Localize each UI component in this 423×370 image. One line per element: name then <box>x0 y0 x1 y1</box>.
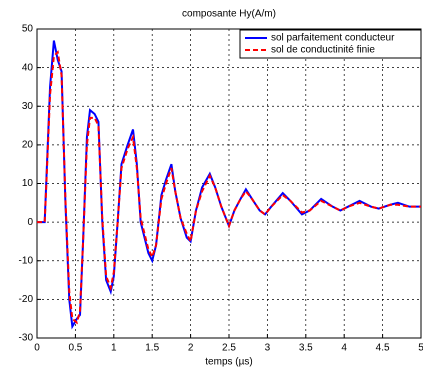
x-tick-label: 2.5 <box>222 343 236 354</box>
chart-title: composante Hy(A/m) <box>182 9 276 20</box>
y-tick-label: -30 <box>19 333 34 344</box>
x-tick-label: 4.5 <box>376 343 390 354</box>
x-axis-label: temps (µs) <box>205 357 252 368</box>
y-tick-label: -20 <box>19 294 34 305</box>
x-tick-label: 0 <box>34 343 40 354</box>
x-tick-label: 1 <box>111 343 117 354</box>
x-tick-label: 4 <box>341 343 347 354</box>
x-tick-label: 0.5 <box>68 343 82 354</box>
y-tick-label: 10 <box>22 178 34 189</box>
y-tick-label: 50 <box>22 24 34 35</box>
x-tick-label: 2 <box>188 343 194 354</box>
y-tick-label: 40 <box>22 62 34 73</box>
data-line <box>37 50 421 325</box>
legend-label: sol de conductinité finie <box>271 45 375 56</box>
x-tick-label: 3 <box>265 343 271 354</box>
x-tick-label: 1.5 <box>145 343 159 354</box>
y-tick-label: -10 <box>19 255 34 266</box>
y-tick-label: 20 <box>22 140 34 151</box>
y-tick-label: 0 <box>27 217 33 228</box>
x-tick-label: 3.5 <box>299 343 313 354</box>
x-tick-label: 5 <box>418 343 423 354</box>
legend-box <box>239 29 422 59</box>
y-tick-label: 30 <box>22 101 34 112</box>
legend-label: sol parfaitement conducteur <box>271 33 395 44</box>
axes-frame <box>36 28 422 339</box>
